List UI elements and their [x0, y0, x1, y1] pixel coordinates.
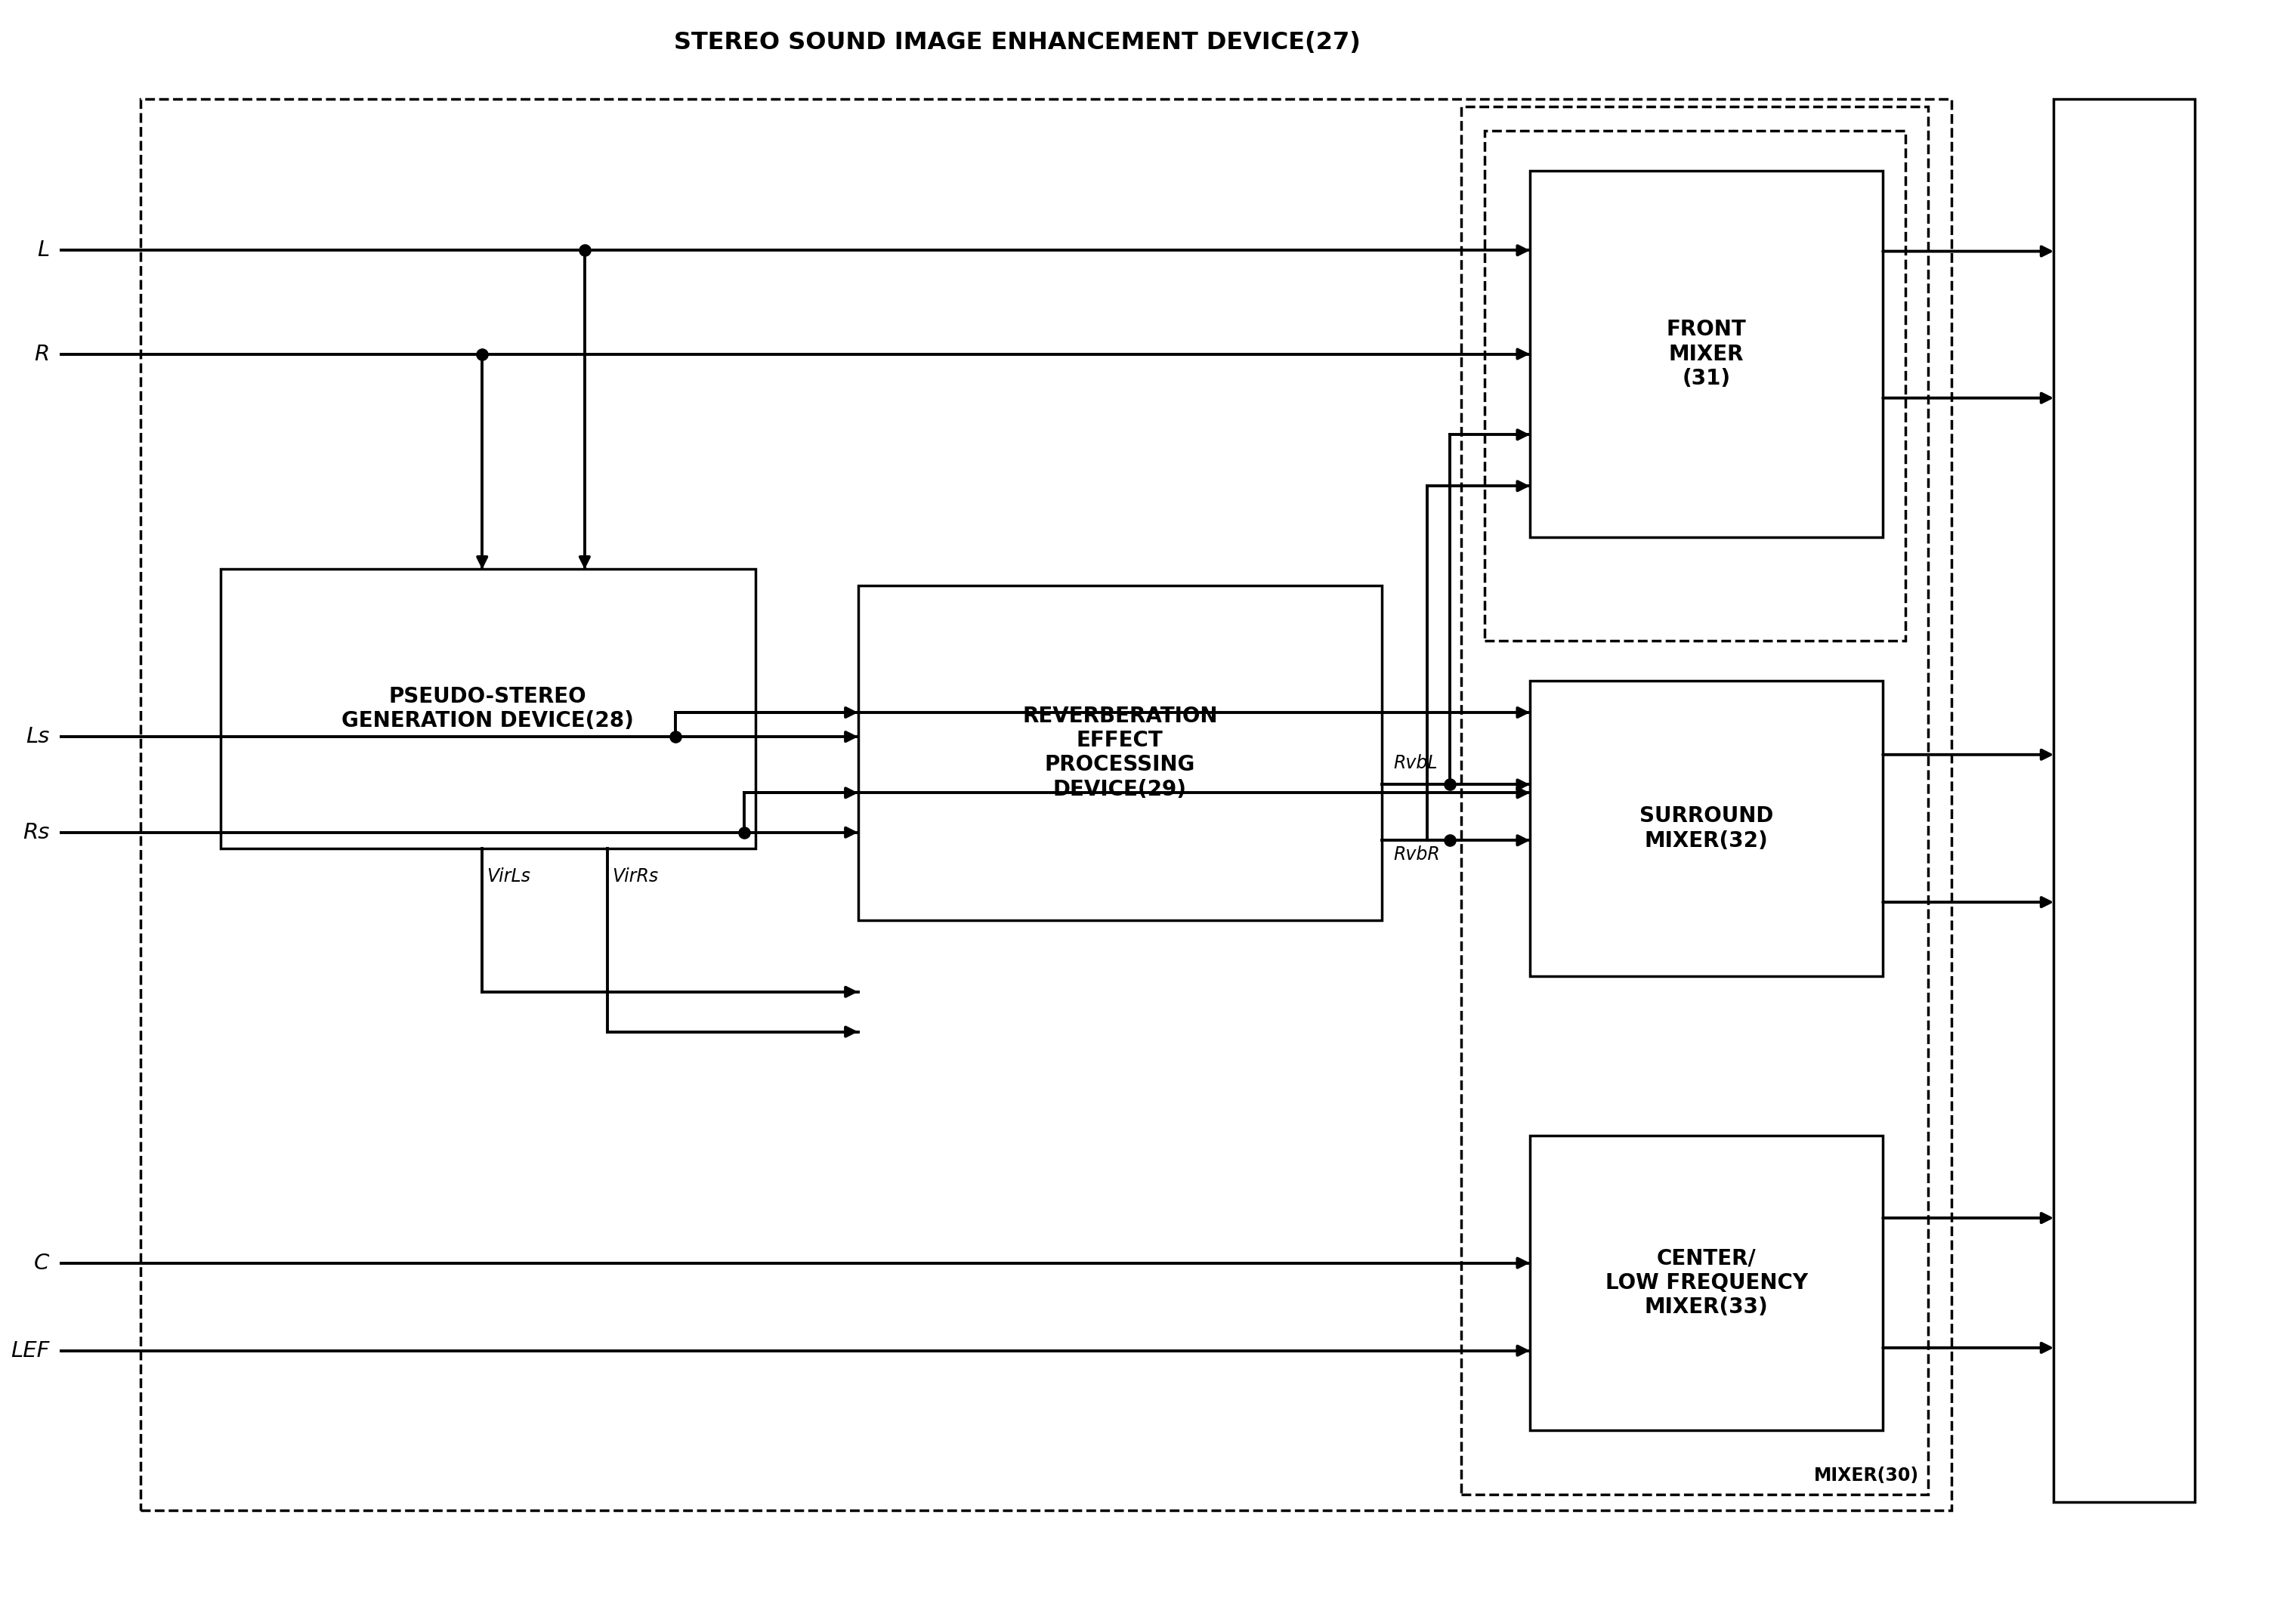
- Point: [1433, 828, 1469, 853]
- Text: RvbL: RvbL: [1394, 754, 1437, 772]
- Text: R: R: [34, 343, 51, 365]
- Bar: [1529, 171, 1883, 538]
- Point: [1433, 772, 1469, 797]
- Text: LEF: LEF: [11, 1340, 51, 1361]
- Text: FRONT
MIXER
(31): FRONT MIXER (31): [1667, 319, 1747, 389]
- Text: Rs: Rs: [23, 821, 51, 844]
- Text: PSEUDO-STEREO
GENERATION DEVICE(28): PSEUDO-STEREO GENERATION DEVICE(28): [342, 685, 634, 732]
- Text: RvbR: RvbR: [1394, 845, 1440, 863]
- Point: [464, 341, 501, 367]
- Bar: [1529, 680, 1883, 977]
- Point: [726, 820, 762, 845]
- Text: L: L: [37, 240, 51, 261]
- Text: VirRs: VirRs: [613, 868, 659, 885]
- Text: Ls: Ls: [25, 727, 51, 748]
- Text: MIXER(30): MIXER(30): [1814, 1467, 1919, 1484]
- Text: SURROUND
MIXER(32): SURROUND MIXER(32): [1639, 805, 1773, 852]
- Bar: [220, 570, 755, 849]
- Bar: [140, 99, 1952, 1510]
- Bar: [1463, 107, 1929, 1494]
- Text: VirLs: VirLs: [487, 868, 530, 885]
- Text: REVERBERATION
EFFECT
PROCESSING
DEVICE(29): REVERBERATION EFFECT PROCESSING DEVICE(2…: [1022, 706, 1217, 800]
- Bar: [859, 586, 1382, 921]
- Bar: [1483, 131, 1906, 640]
- Point: [567, 237, 604, 263]
- Bar: [1529, 1135, 1883, 1430]
- Text: STEREO SOUND IMAGE ENHANCEMENT DEVICE(27): STEREO SOUND IMAGE ENHANCEMENT DEVICE(27…: [675, 30, 1362, 54]
- Point: [657, 724, 693, 749]
- Bar: [2053, 99, 2195, 1502]
- Text: CENTER/
LOW FREQUENCY
MIXER(33): CENTER/ LOW FREQUENCY MIXER(33): [1605, 1247, 1807, 1318]
- Text: C: C: [34, 1252, 51, 1273]
